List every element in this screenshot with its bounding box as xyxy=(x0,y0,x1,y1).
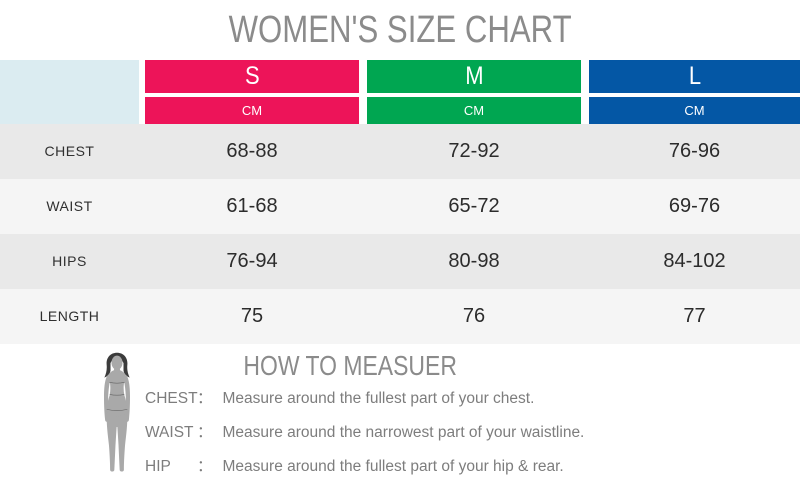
cell-length-m: 76 xyxy=(462,305,486,327)
row-label-chest: CHEST xyxy=(44,143,95,159)
cell-hips-s: 76-94 xyxy=(226,250,278,272)
size-header-l: L xyxy=(589,60,800,93)
female-figure-illustration xyxy=(103,352,131,472)
table-row-hips: HIPS 76-94 80-98 84-102 xyxy=(0,234,800,289)
table-row-length: LENGTH 75 76 77 xyxy=(0,289,800,344)
measure-instruction-waist: WAIST： Measure around the narrowest part … xyxy=(145,424,585,441)
measure-instruction-chest: CHEST： Measure around the fullest part of… xyxy=(145,390,535,407)
cell-hips-l: 84-102 xyxy=(663,250,726,272)
page-title-text: WOMEN'S SIZE CHART xyxy=(228,9,572,51)
cell-chest-m: 72-92 xyxy=(448,140,500,162)
cell-length-s: 75 xyxy=(240,305,264,327)
row-label-length: LENGTH xyxy=(39,308,100,324)
cell-chest-l: 76-96 xyxy=(668,140,721,162)
cell-length-l: 77 xyxy=(683,305,706,327)
cell-waist-l: 69-76 xyxy=(668,195,721,217)
unit-cell-s: CM xyxy=(145,97,359,124)
table-row-waist: WAIST 61-68 65-72 69-76 xyxy=(0,179,800,234)
unit-cell-l: CM xyxy=(589,97,800,124)
cell-waist-m: 65-72 xyxy=(448,195,500,217)
table-corner-cell xyxy=(0,60,139,124)
table-row-chest: CHEST 68-88 72-92 76-96 xyxy=(0,124,800,179)
how-to-measure-instructions: CHEST： Measure around the fullest part of… xyxy=(145,382,765,484)
page-title: WOMEN'S SIZE CHART xyxy=(0,6,800,54)
row-label-waist: WAIST xyxy=(46,198,93,214)
unit-cell-m: CM xyxy=(367,97,581,124)
size-header-m: M xyxy=(367,60,581,93)
size-header-s: S xyxy=(145,60,359,93)
cell-waist-s: 61-68 xyxy=(226,195,278,217)
row-label-hips: HIPS xyxy=(52,253,87,269)
cell-chest-s: 68-88 xyxy=(226,140,278,162)
how-to-measure-title: HOW TO MEASUER xyxy=(243,350,457,381)
measure-instruction-hip: HIP： Measure around the fullest part of y… xyxy=(145,458,564,475)
cell-hips-m: 80-98 xyxy=(448,250,500,272)
